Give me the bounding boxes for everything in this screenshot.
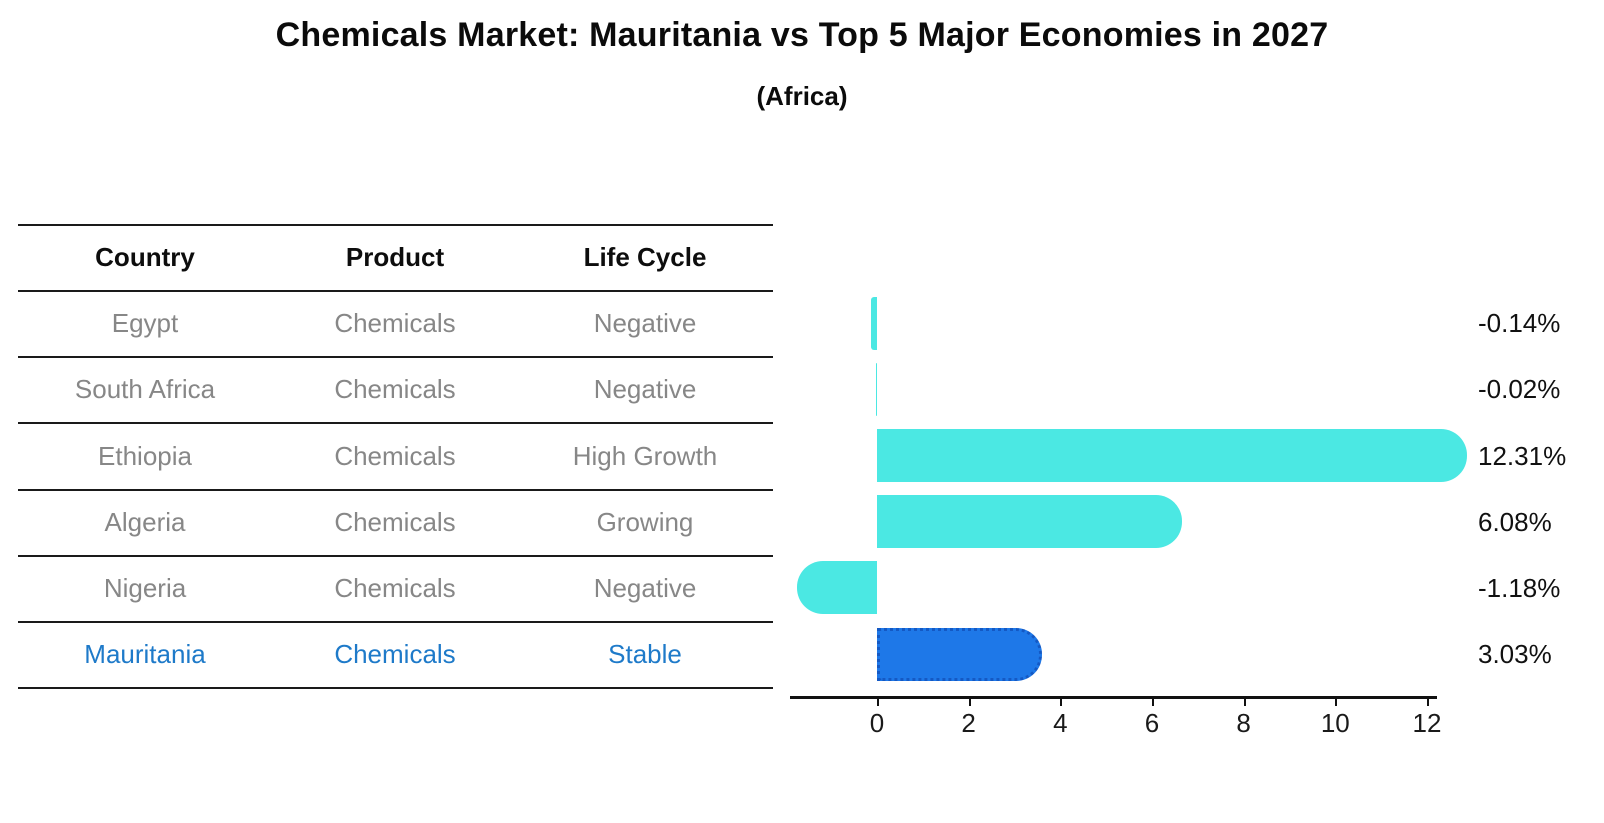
table-row-border (18, 488, 773, 491)
table-cell-product: Chemicals (334, 572, 456, 603)
bar-algeria (877, 495, 1182, 549)
table-header-country: Country (95, 242, 195, 272)
x-tick-label: 6 (1144, 708, 1160, 738)
x-tick-label: 12 (1412, 708, 1442, 738)
table-cell-product: Chemicals (334, 506, 456, 537)
table-top-border (18, 224, 773, 226)
table-cell-lifecycle: High Growth (572, 440, 718, 471)
bar-egypt (870, 296, 877, 350)
table-row-border (18, 356, 773, 359)
x-tick-label: 8 (1236, 708, 1251, 738)
bar-value-label: -0.14% (1478, 308, 1561, 339)
table-cell-country: Algeria (104, 506, 186, 537)
bar-value-label: 3.03% (1478, 639, 1552, 670)
table-header-border (18, 290, 773, 292)
table-cell-lifecycle: Growing (596, 506, 694, 537)
table-cell-lifecycle: Negative (593, 572, 697, 603)
table-cell-lifecycle: Stable (608, 639, 682, 670)
table-cell-country: Mauritania (84, 639, 206, 670)
x-tick-label: 2 (961, 708, 976, 738)
x-tick-mark (1243, 697, 1246, 706)
bar-value-label: -0.02% (1478, 374, 1561, 405)
table-cell-country: South Africa (74, 374, 216, 405)
table-cell-product: Chemicals (334, 308, 456, 339)
table-cell-product: Chemicals (334, 440, 456, 471)
x-tick-label: 4 (1053, 708, 1068, 738)
x-tick-label: 10 (1320, 708, 1350, 738)
bar-nigeria (796, 561, 877, 615)
x-axis-line (790, 696, 1437, 699)
x-tick-mark (1060, 697, 1063, 706)
x-tick-label: 0 (869, 708, 885, 738)
table-cell-product: Chemicals (334, 374, 456, 405)
bar-mauritania (877, 627, 1042, 681)
table-cell-product: Chemicals (334, 639, 456, 670)
table-row-border (18, 554, 773, 557)
bar-ethiopia (877, 429, 1468, 482)
table-cell-country: Nigeria (103, 572, 187, 603)
table-cell-lifecycle: Negative (593, 308, 697, 339)
table-header-lifecycle: Life Cycle (583, 242, 707, 272)
x-tick-mark (1335, 697, 1338, 706)
table-row-border (18, 687, 773, 690)
chart-subtitle: (Africa) (756, 81, 848, 111)
bar-value-label: 12.31% (1478, 440, 1567, 471)
x-tick-mark (1426, 697, 1429, 706)
bar-south-africa (875, 362, 877, 416)
table-header-product: Product (345, 242, 445, 272)
table-cell-country: Egypt (111, 308, 179, 339)
x-tick-mark (1151, 697, 1154, 706)
x-tick-mark (877, 697, 879, 706)
x-tick-mark (968, 697, 971, 706)
table-row-border (18, 621, 773, 623)
bar-value-label: 6.08% (1478, 506, 1552, 537)
table-row-border (18, 422, 773, 425)
chart-title: Chemicals Market: Mauritania vs Top 5 Ma… (275, 16, 1329, 54)
table-cell-country: Ethiopia (98, 440, 192, 471)
bar-value-label: -1.18% (1478, 572, 1561, 603)
table-cell-lifecycle: Negative (593, 374, 697, 405)
